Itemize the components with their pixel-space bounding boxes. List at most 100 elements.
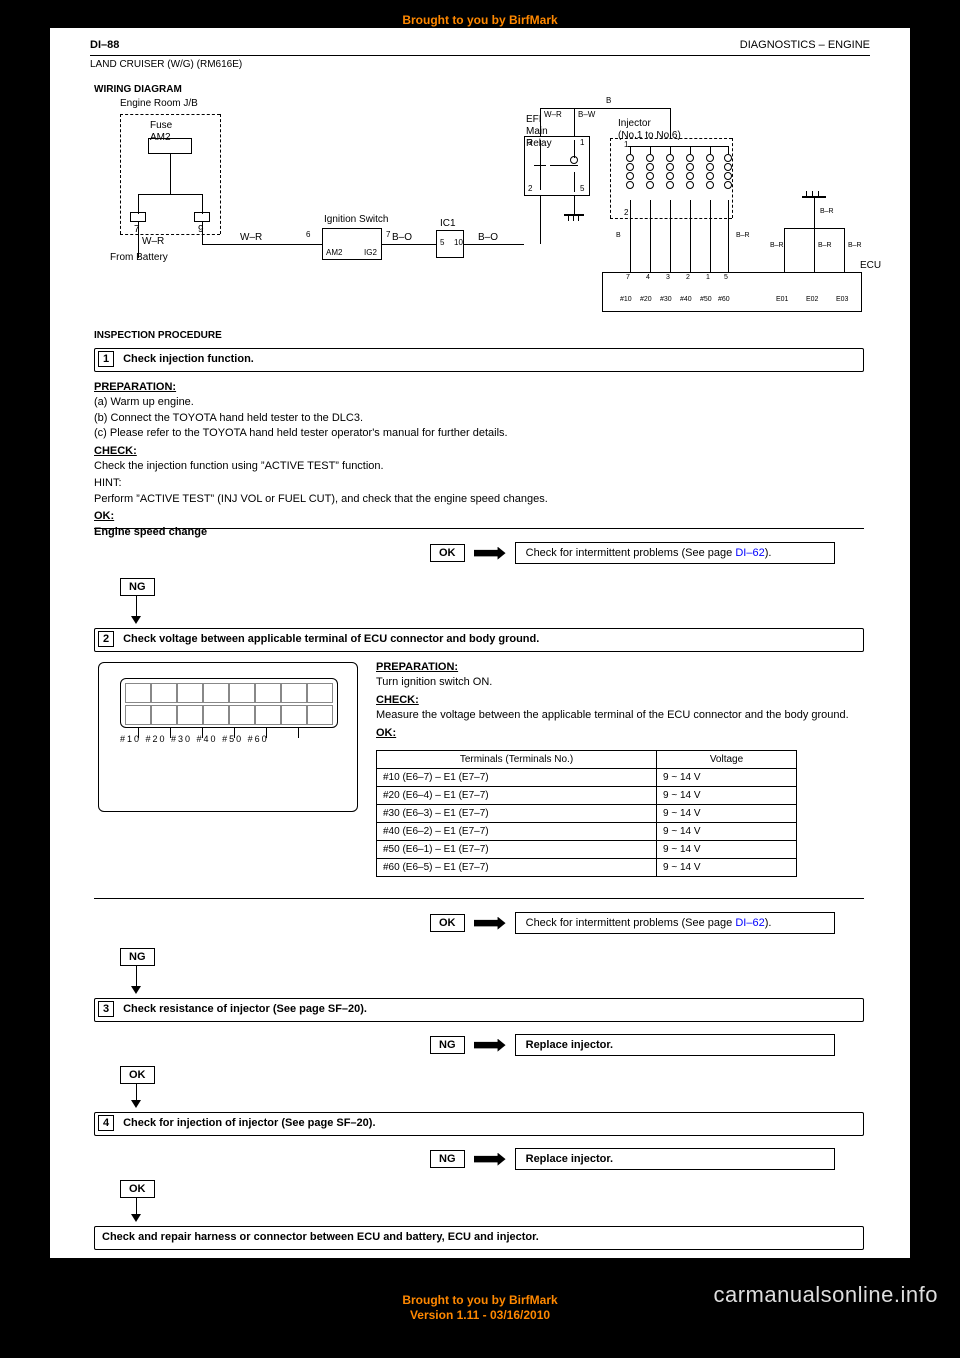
ecu-label: ECU: [860, 260, 881, 272]
ecu-p7: 7: [626, 274, 630, 282]
step3-ok-box: OK: [120, 1066, 155, 1084]
ecu-40: #40: [680, 296, 692, 304]
inj-pin-1: 1: [624, 140, 628, 150]
r2c0: #30 (E6–3) – E1 (E7–7): [377, 805, 657, 823]
step1-ok: OK Check for intermittent problems (See …: [430, 542, 835, 564]
ig2-pin: IG2: [364, 248, 377, 258]
step2-ok-tail: ).: [765, 917, 772, 929]
inj-pin-2: 2: [624, 208, 628, 218]
relay-pin-5: 5: [580, 184, 584, 194]
r3c0: #40 (E6–2) – E1 (E7–7): [377, 823, 657, 841]
prep-a: (a) Warm up engine.: [94, 395, 864, 410]
step3-ok: OK: [120, 1066, 155, 1084]
relay-pin-1: 1: [580, 138, 584, 148]
banner-top: Brought to you by BirfMark: [0, 13, 960, 27]
ok-label-2: OK:: [376, 726, 862, 741]
ecu-e03: E03: [836, 296, 848, 304]
step1-header: 1 Check injection function.: [98, 351, 254, 367]
banner-bottom-2: Version 1.11 - 03/16/2010: [0, 1308, 960, 1324]
vehicle-ref: LAND CRUISER (W/G) (RM616E): [90, 58, 870, 72]
section-inspection: INSPECTION PROCEDURE: [94, 330, 222, 341]
check-text-1: Check the injection function using ”ACTI…: [94, 459, 864, 474]
r4c1: 9 ~ 14 V: [657, 841, 797, 859]
step4-num: 4: [98, 1115, 114, 1131]
r3c1: 9 ~ 14 V: [657, 823, 797, 841]
step2-title: Check voltage between applicable termina…: [123, 633, 539, 645]
step1-num: 1: [98, 351, 114, 367]
check-label-2: CHECK:: [376, 693, 862, 708]
wc-br1: B–R: [736, 232, 750, 240]
step3-title: Check resistance of injector (See page S…: [123, 1003, 367, 1015]
ok-label-1: OK:: [94, 509, 864, 524]
wire-wr-1: W–R: [142, 236, 164, 248]
relay-pin-2: 2: [528, 184, 532, 194]
arrow-icon: [474, 547, 506, 560]
ecu-20: #20: [640, 296, 652, 304]
ecu-p2: 2: [686, 274, 690, 282]
fuse-label: Fuse AM2: [150, 120, 172, 144]
check-text-2: Measure the voltage between the applicab…: [376, 708, 862, 723]
page-ref: DI–88: [90, 38, 119, 53]
r1c0: #20 (E6–4) – E1 (E7–7): [377, 787, 657, 805]
watermark: carmanualsonline.info: [713, 1282, 938, 1308]
wc-br-g: B–R: [820, 208, 834, 216]
step1-ok-box: OK: [430, 544, 465, 562]
wire-bw-1: B–W: [578, 110, 595, 120]
ecu-30: #30: [660, 296, 672, 304]
page-header: DI–88 DIAGNOSTICS – ENGINE LAND CRUISER …: [90, 38, 870, 72]
jb-label: Engine Room J/B: [120, 98, 198, 110]
ok-text-1: Engine speed change: [94, 525, 864, 540]
ign-label: Ignition Switch: [324, 214, 388, 226]
hint-text-1: Perform ”ACTIVE TEST” (INJ VOL or FUEL C…: [94, 492, 864, 507]
r2c1: 9 ~ 14 V: [657, 805, 797, 823]
th-terminals: Terminals (Terminals No.): [377, 751, 657, 769]
r0c1: 9 ~ 14 V: [657, 769, 797, 787]
r5c0: #60 (E6–5) – E1 (E7–7): [377, 859, 657, 877]
wc-br-e2: B–R: [818, 242, 832, 250]
wire-wr-2: W–R: [240, 232, 262, 244]
ig2-num: 7: [386, 230, 390, 240]
ic1-pin-10: 10: [454, 238, 463, 248]
step2-header: 2 Check voltage between applicable termi…: [98, 631, 539, 647]
page: DI–88 DIAGNOSTICS – ENGINE LAND CRUISER …: [50, 28, 910, 1258]
voltage-table: Terminals (Terminals No.) Voltage #10 (E…: [376, 750, 797, 877]
step3-ng-action: Replace injector.: [515, 1034, 835, 1056]
ecu-p5: 5: [724, 274, 728, 282]
wc-b1: B: [616, 232, 621, 240]
step1-ng-box: NG: [120, 578, 155, 596]
prep-line-2: Turn ignition switch ON.: [376, 675, 862, 690]
r5c1: 9 ~ 14 V: [657, 859, 797, 877]
ecu-p4: 4: [646, 274, 650, 282]
step2-ok-action: Check for intermittent problems (See pag…: [526, 917, 733, 929]
ecu-p1: 1: [706, 274, 710, 282]
step3-header: 3 Check resistance of injector (See page…: [98, 1001, 367, 1017]
step2-ng: NG: [120, 948, 155, 966]
wire-bo-2: B–O: [478, 232, 498, 244]
arrow-icon-3: [474, 1039, 506, 1052]
step1-link[interactable]: DI–62: [735, 547, 764, 559]
am2-num: 6: [306, 230, 310, 240]
r4c0: #50 (E6–1) – E1 (E7–7): [377, 841, 657, 859]
step4-header: 4 Check for injection of injector (See p…: [98, 1115, 376, 1131]
step4-ng-action: Replace injector.: [515, 1148, 835, 1170]
step2-ng-box: NG: [120, 948, 155, 966]
am2-pin: AM2: [326, 248, 342, 258]
step1-title: Check injection function.: [123, 353, 254, 365]
step3-ng: NG Replace injector.: [430, 1034, 835, 1056]
step4-ok: OK: [120, 1180, 155, 1198]
th-voltage: Voltage: [657, 751, 797, 769]
step2-ok-box: OK: [430, 914, 465, 932]
page-title: DIAGNOSTICS – ENGINE: [740, 38, 870, 53]
ic1-pin-5: 5: [440, 238, 444, 248]
step1-ok-tail: ).: [765, 547, 772, 559]
arrow-icon-4: [474, 1153, 506, 1166]
step2-num: 2: [98, 631, 114, 647]
ecu-e01: E01: [776, 296, 788, 304]
r1c1: 9 ~ 14 V: [657, 787, 797, 805]
conn-pins: #10 #20 #30 #40 #50 #60: [120, 734, 269, 745]
step1-ok-action: Check for intermittent problems (See pag…: [526, 547, 733, 559]
step2-link[interactable]: DI–62: [735, 917, 764, 929]
step1-body: PREPARATION: (a) Warm up engine. (b) Con…: [94, 380, 864, 540]
r0c0: #10 (E6–7) – E1 (E7–7): [377, 769, 657, 787]
ecu-50: #50: [700, 296, 712, 304]
